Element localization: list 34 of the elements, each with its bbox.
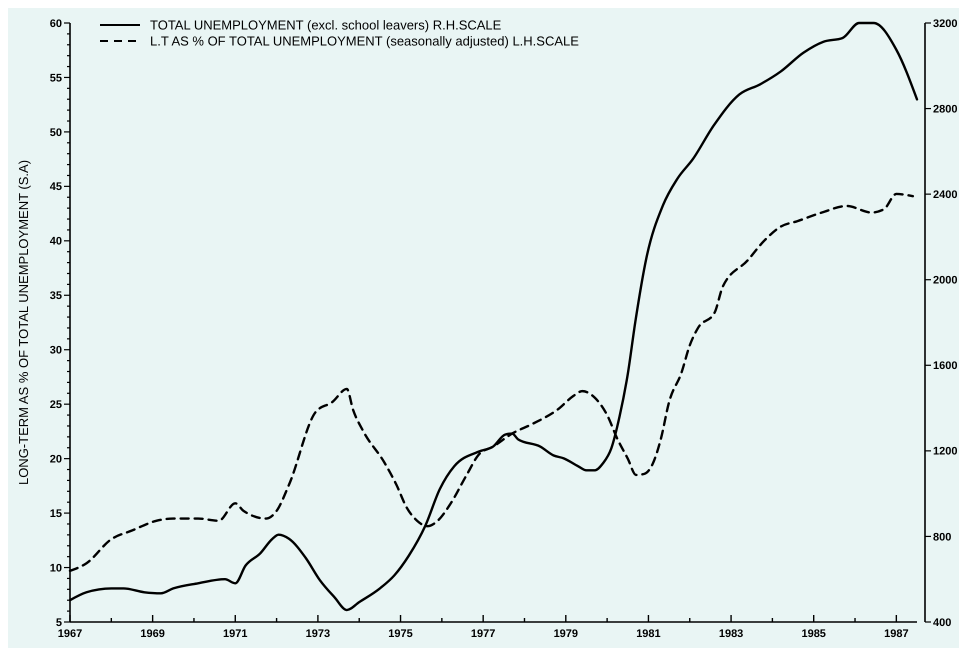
x-tick-label: 1985 — [801, 628, 826, 640]
x-tick-label: 1973 — [306, 628, 330, 640]
y-tick-label: 30 — [50, 344, 62, 357]
y-tick-label: 50 — [50, 126, 62, 139]
x-tick-label: 1983 — [718, 628, 744, 640]
x-tick-label: 1967 — [58, 628, 82, 640]
x-tick-label: 1981 — [636, 628, 661, 640]
y-tick-label: 60 — [50, 18, 62, 30]
y-tick-label: 15 — [50, 508, 62, 520]
y-tick-label: 40 — [50, 236, 62, 248]
y-tick-label: 45 — [50, 181, 62, 194]
y-tick-label: 20 — [50, 453, 62, 466]
x-tick-label: 1969 — [140, 628, 165, 640]
x-tick-label: 1979 — [554, 628, 578, 640]
x-tick-label: 1987 — [884, 628, 909, 640]
y-tick-label: 55 — [50, 72, 62, 84]
y2-tick-label: 2400 — [933, 188, 958, 201]
legend-label: L.T AS % OF TOTAL UNEMPLOYMENT (seasonally adjusted) L.H.SCALE — [150, 34, 580, 49]
y-axis-title: LONG-TERM AS % OF TOTAL UNEMPLOYMENT (S.A) — [16, 160, 31, 486]
y2-tick-label: 3200 — [933, 18, 958, 30]
x-tick-label: 1971 — [223, 628, 248, 640]
y2-tick-label: 2800 — [933, 103, 958, 116]
y2-tick-label: 400 — [933, 616, 952, 629]
y-tick-label: 5 — [56, 616, 62, 629]
x-tick-label: 1977 — [470, 628, 496, 640]
x-tick-label: 1975 — [388, 628, 413, 640]
legend-label: TOTAL UNEMPLOYMENT (excl. school leavers) R.H.SCALE — [150, 18, 502, 33]
y2-tick-label: 1600 — [933, 360, 958, 372]
y-tick-label: 35 — [50, 290, 62, 302]
y-tick-label: 10 — [50, 562, 62, 574]
y-tick-label: 25 — [50, 399, 62, 412]
y2-tick-label: 800 — [933, 531, 952, 544]
y2-tick-label: 1200 — [933, 446, 958, 458]
y2-tick-label: 2000 — [933, 274, 958, 287]
